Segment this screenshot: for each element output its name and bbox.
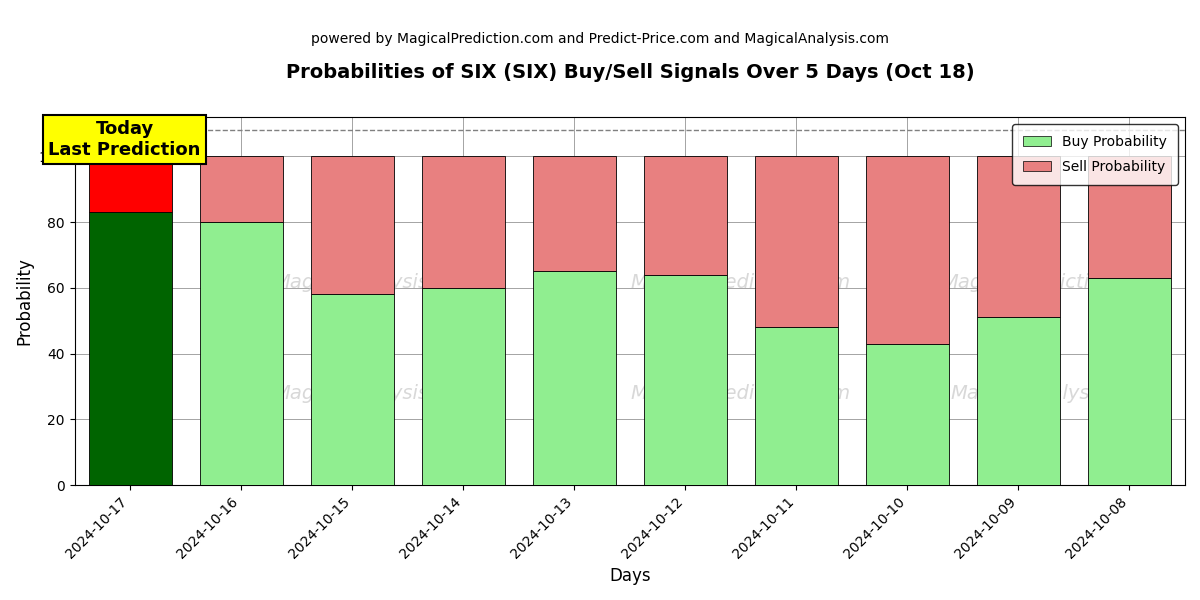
Y-axis label: Probability: Probability [16,257,34,345]
Bar [1088,157,1171,278]
Text: MagicalPrediction.com: MagicalPrediction.com [942,273,1162,292]
Bar [755,157,838,328]
Bar [89,212,172,485]
Bar [755,328,838,485]
Bar [1088,278,1171,485]
X-axis label: Days: Days [610,567,650,585]
Legend: Buy Probability, Sell Probability: Buy Probability, Sell Probability [1012,124,1178,185]
Text: MagicalPrediction.com: MagicalPrediction.com [631,383,851,403]
Bar [643,275,727,485]
Text: MagicalPrediction.com: MagicalPrediction.com [631,273,851,292]
Bar [199,222,283,485]
Bar [533,157,616,271]
Text: MagicalAnalysis.com: MagicalAnalysis.com [274,383,476,403]
Title: Probabilities of SIX (SIX) Buy/Sell Signals Over 5 Days (Oct 18): Probabilities of SIX (SIX) Buy/Sell Sign… [286,63,974,82]
Bar [533,271,616,485]
Text: MagicalAnalysis.com: MagicalAnalysis.com [274,273,476,292]
Bar [311,295,394,485]
Bar [865,344,949,485]
Bar [643,157,727,275]
Bar [421,157,505,288]
Text: powered by MagicalPrediction.com and Predict-Price.com and MagicalAnalysis.com: powered by MagicalPrediction.com and Pre… [311,32,889,46]
Bar [977,317,1060,485]
Bar [977,157,1060,317]
Bar [311,157,394,295]
Bar [199,157,283,222]
Bar [865,157,949,344]
Bar [421,288,505,485]
Text: Today
Last Prediction: Today Last Prediction [48,120,200,159]
Text: MagicalAnalysis.com: MagicalAnalysis.com [950,383,1153,403]
Bar [89,157,172,212]
